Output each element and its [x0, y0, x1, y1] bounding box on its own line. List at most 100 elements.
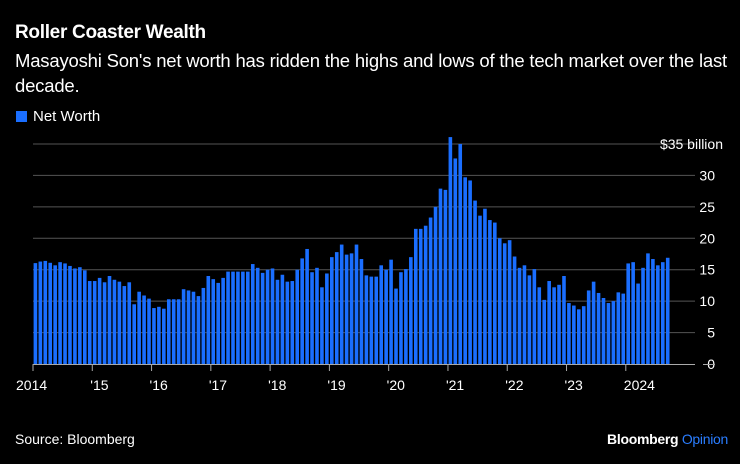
bar	[418, 228, 423, 364]
bar	[409, 257, 413, 364]
bar	[334, 252, 339, 364]
bar	[453, 158, 458, 364]
bar	[458, 144, 463, 364]
bar	[389, 259, 393, 364]
bar	[290, 281, 295, 364]
bar	[107, 276, 112, 364]
bar	[656, 265, 660, 364]
x-tick-label: '16	[150, 377, 168, 393]
y-tick-label: 30	[699, 167, 715, 183]
bar	[611, 301, 616, 364]
bar	[562, 276, 566, 364]
bar	[310, 272, 314, 364]
bar	[320, 287, 324, 364]
bar	[241, 271, 245, 364]
bar	[369, 276, 374, 364]
bar	[359, 259, 364, 364]
bar	[246, 271, 250, 364]
bar	[473, 200, 477, 364]
bar	[660, 262, 665, 364]
x-tick-label: '23	[565, 377, 583, 393]
x-tick-label: '18	[268, 377, 286, 393]
y-tick-label: 20	[699, 230, 715, 246]
bar	[651, 259, 655, 364]
bar	[522, 265, 527, 364]
y-tick-label: 15	[699, 262, 715, 278]
bar	[483, 208, 487, 364]
bar	[428, 217, 433, 364]
bar	[596, 292, 601, 364]
bar	[43, 260, 48, 364]
legend-swatch	[16, 111, 27, 122]
bar	[285, 281, 290, 364]
bar	[142, 295, 146, 364]
bar	[443, 189, 448, 364]
bar	[448, 137, 453, 364]
bar	[399, 272, 403, 364]
bar	[581, 306, 586, 364]
bar	[330, 257, 334, 364]
bar	[616, 292, 621, 364]
bar	[226, 271, 230, 364]
bar	[181, 289, 186, 364]
bar	[646, 253, 650, 364]
bar	[196, 296, 201, 364]
bar	[547, 281, 551, 364]
bar	[250, 264, 255, 364]
bar	[33, 263, 38, 364]
bar	[176, 299, 181, 364]
bar	[349, 253, 354, 364]
bar	[255, 267, 260, 364]
bar	[339, 244, 344, 364]
bar	[586, 290, 591, 364]
bar	[537, 287, 542, 364]
bar	[601, 298, 606, 364]
bar	[488, 220, 492, 364]
bar	[112, 279, 117, 364]
bar	[438, 188, 443, 364]
bar	[497, 238, 502, 364]
bar	[305, 248, 309, 364]
bar	[53, 265, 57, 364]
bar	[211, 279, 216, 364]
bar	[423, 225, 428, 364]
bar	[468, 180, 472, 364]
brand-suffix: Opinion	[681, 431, 728, 447]
bar	[201, 287, 206, 364]
bar	[621, 293, 626, 364]
bar	[97, 277, 102, 364]
bar	[577, 309, 581, 364]
bar	[87, 281, 92, 364]
brand-logo: Bloomberg Opinion	[607, 431, 728, 447]
source-note: Source: Bloomberg	[15, 431, 135, 447]
bar	[48, 262, 53, 364]
bar	[270, 268, 275, 364]
bar	[265, 269, 270, 364]
bar	[147, 298, 151, 364]
bar	[152, 308, 156, 364]
bar	[102, 282, 107, 364]
bar	[191, 291, 196, 364]
bar	[463, 177, 467, 364]
bar	[517, 267, 522, 364]
bar	[641, 267, 645, 364]
bar	[73, 268, 77, 364]
bar	[433, 206, 438, 364]
y-tick-label: 5	[707, 325, 715, 341]
bar	[354, 244, 359, 364]
bar	[166, 299, 171, 364]
bar	[665, 257, 670, 364]
brand-name: Bloomberg	[607, 431, 679, 447]
legend-label: Net Worth	[33, 108, 101, 125]
x-tick-label: '22	[505, 377, 523, 393]
bar	[63, 263, 67, 364]
bar	[572, 305, 576, 364]
bar	[68, 265, 72, 364]
bar	[275, 279, 280, 364]
bar	[532, 269, 537, 364]
bar	[157, 306, 161, 364]
bar	[300, 258, 304, 364]
bar	[315, 267, 319, 364]
bar	[206, 276, 211, 364]
